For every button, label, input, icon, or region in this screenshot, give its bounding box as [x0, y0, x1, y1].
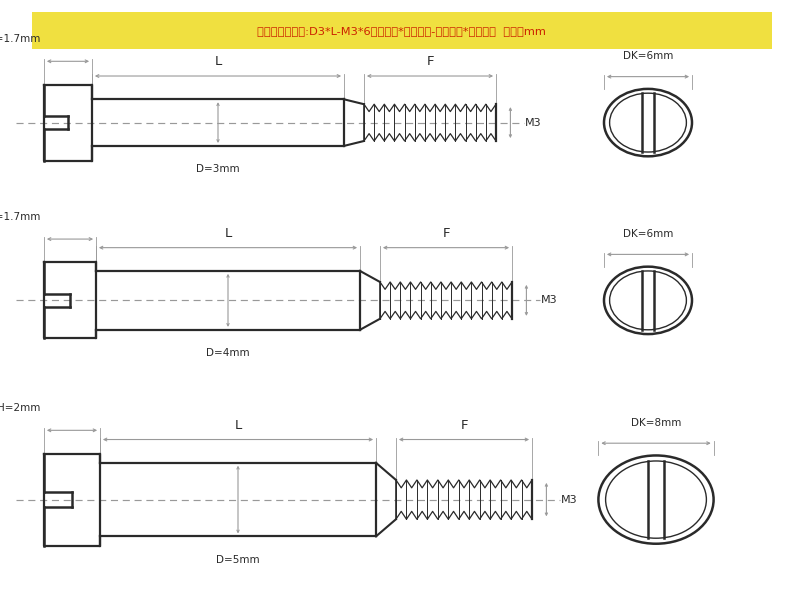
Text: F: F — [460, 419, 468, 432]
FancyBboxPatch shape — [32, 12, 772, 49]
Text: DK=6mm: DK=6mm — [623, 51, 673, 61]
Text: D=5mm: D=5mm — [216, 555, 260, 565]
Text: D=4mm: D=4mm — [206, 348, 250, 358]
Text: 尺寸说明：例如:D3*L-M3*6光杆直径*光杆长度-螺牙直径*螺牙长度  单位：mm: 尺寸说明：例如:D3*L-M3*6光杆直径*光杆长度-螺牙直径*螺牙长度 单位：… — [257, 26, 546, 36]
Text: DK=8mm: DK=8mm — [631, 418, 681, 428]
Text: DK=6mm: DK=6mm — [623, 229, 673, 239]
Text: M3: M3 — [541, 295, 558, 305]
Text: F: F — [426, 55, 434, 68]
Text: F: F — [442, 227, 450, 240]
Text: M3: M3 — [561, 495, 578, 504]
Text: H=2mm: H=2mm — [0, 403, 40, 413]
Text: D=3mm: D=3mm — [196, 164, 240, 174]
Text: L: L — [224, 227, 232, 240]
Text: M3: M3 — [525, 118, 542, 128]
Text: L: L — [234, 419, 242, 432]
Text: H=1.7mm: H=1.7mm — [0, 34, 40, 44]
Text: H=1.7mm: H=1.7mm — [0, 212, 40, 222]
Text: L: L — [214, 55, 222, 68]
